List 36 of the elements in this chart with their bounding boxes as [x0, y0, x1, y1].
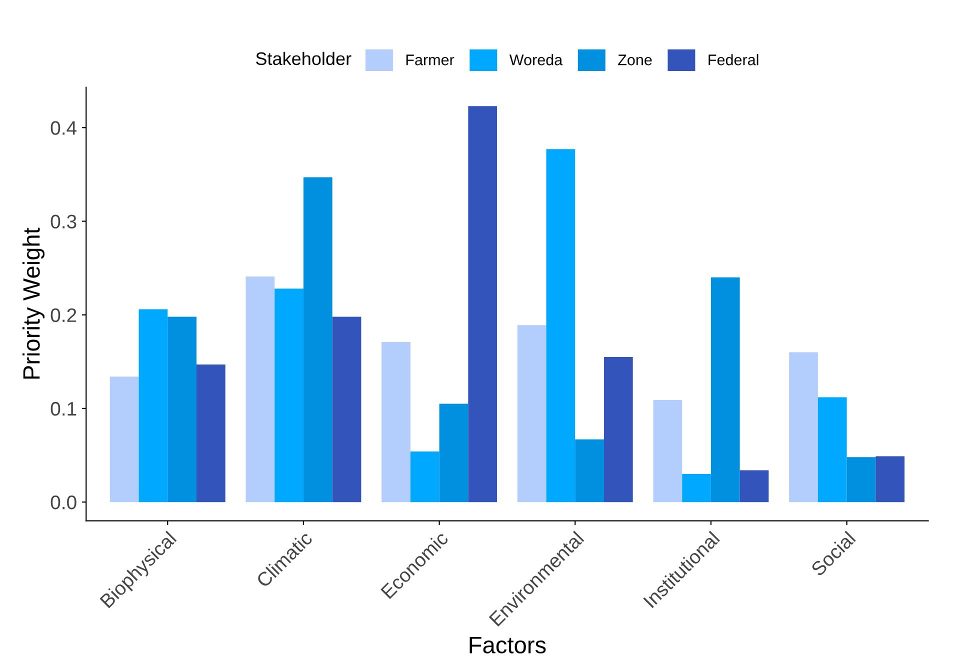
- legend-label: Farmer: [406, 54, 454, 66]
- bar: [789, 352, 818, 502]
- bar: [274, 288, 304, 502]
- bar: [575, 439, 604, 502]
- bar: [517, 325, 546, 502]
- bar: [846, 457, 876, 502]
- bar: [604, 356, 633, 502]
- bar: [740, 470, 769, 502]
- y-tick-label: 0.0: [50, 496, 76, 510]
- bar: [110, 376, 139, 502]
- x-axis-title: Factors: [470, 636, 546, 654]
- bar: [876, 456, 905, 502]
- bar: [246, 276, 275, 502]
- y-axis-title: Priority Weight: [22, 228, 45, 379]
- legend-label: Zone: [618, 54, 652, 66]
- bar: [546, 149, 576, 502]
- y-tick-label: 0.3: [50, 214, 76, 228]
- bar: [303, 177, 332, 502]
- bar: [410, 452, 440, 502]
- y-tick-label: 0.2: [50, 308, 76, 322]
- bar: [653, 400, 682, 502]
- bar: [382, 342, 410, 502]
- bar: [682, 474, 711, 502]
- y-tick-label: 0.4: [50, 121, 77, 135]
- bar: [710, 277, 740, 502]
- bar: [332, 316, 362, 502]
- bar: [138, 309, 168, 502]
- legend-title: Stakeholder: [256, 52, 352, 66]
- legend-label: Federal: [708, 54, 758, 66]
- bar: [468, 106, 498, 502]
- bar: [818, 397, 847, 502]
- legend-label: Woreda: [509, 54, 563, 66]
- bar: [168, 316, 196, 502]
- bar: [439, 404, 468, 502]
- y-tick-label: 0.1: [50, 402, 76, 416]
- bar: [196, 364, 226, 502]
